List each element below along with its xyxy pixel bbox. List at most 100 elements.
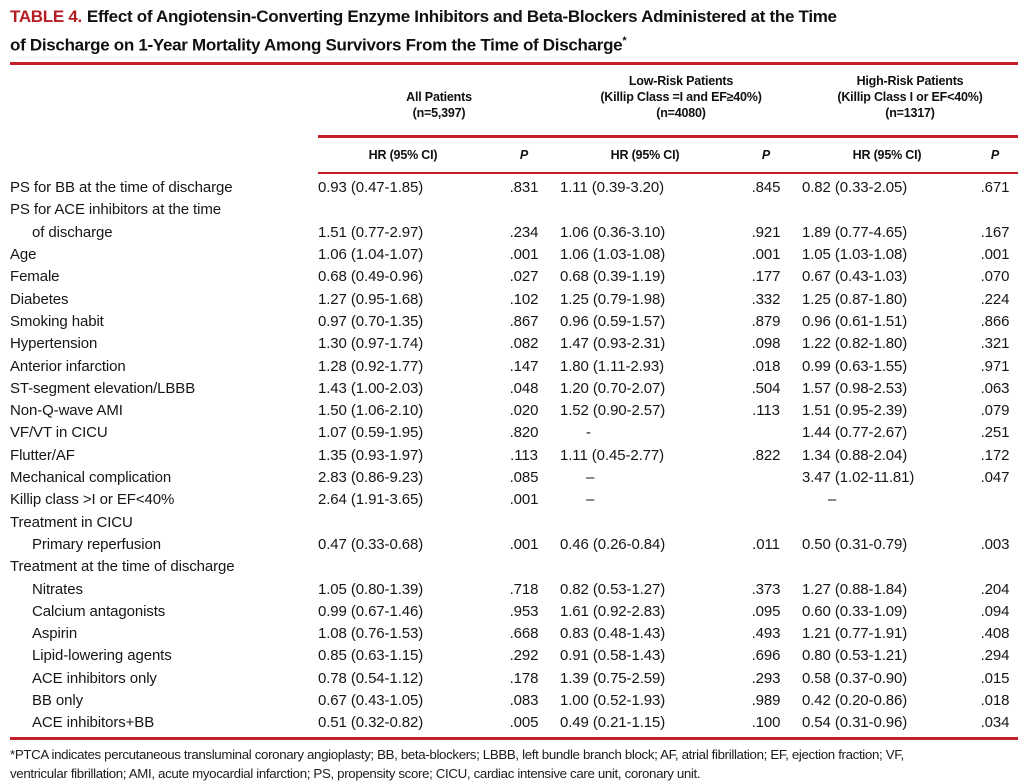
hr-ci-value: 1.11 (0.45-2.77) [560, 446, 665, 464]
group-header-all-patients: All Patients (n=5,397) [318, 73, 560, 121]
hr-ci-value: 1.05 (0.80-1.39) [318, 580, 424, 598]
title-line1: Effect of Angiotensin-Converting Enzyme … [86, 7, 837, 26]
hr-ci-value: 0.91 (0.58-1.43) [560, 647, 666, 665]
p-value: .879 [751, 312, 781, 330]
row-label: Hypertension [10, 335, 98, 353]
p-value: .251 [980, 424, 1010, 442]
row-label: ACE inhibitors+BB [32, 714, 155, 732]
hr-ci-column-header: HR (95% CI) [610, 147, 680, 162]
hr-ci-column-header: HR (95% CI) [852, 147, 922, 162]
hr-ci-value: 0.60 (0.33-1.09) [802, 602, 908, 620]
p-value: .332 [751, 290, 781, 308]
row-label: Female [10, 268, 60, 286]
table-row: PS for ACE inhibitors at the time [10, 199, 1018, 221]
hr-ci-value: 1.06 (1.04-1.07) [318, 246, 424, 264]
hr-ci-value: 0.68 (0.39-1.19) [560, 268, 666, 286]
p-value: .321 [980, 335, 1010, 353]
p-value: .020 [509, 402, 539, 420]
p-value: .504 [751, 379, 781, 397]
row-label: Diabetes [10, 290, 69, 308]
row-label: ACE inhibitors only [32, 669, 157, 687]
table-row: Calcium antagonists 0.99 (0.67-1.46) .953 1… [10, 601, 1018, 623]
hr-ci-value: 1.39 (0.75-2.59) [560, 669, 666, 687]
p-value: .018 [751, 357, 781, 375]
row-label: Killip class >I or EF<40% [10, 491, 175, 509]
p-value: .113 [752, 402, 780, 420]
p-value: .095 [751, 602, 781, 620]
p-value: .293 [751, 669, 781, 687]
hr-ci-value: 1.57 (0.98-2.53) [802, 379, 908, 397]
p-value: .147 [509, 357, 539, 375]
p-value: .867 [509, 312, 539, 330]
row-label: Mechanical complication [10, 469, 172, 487]
p-value: .070 [980, 268, 1010, 286]
hr-ci-value: – [586, 469, 595, 487]
p-value: .177 [751, 268, 781, 286]
footnote-line1: *PTCA indicates percutaneous translumina… [10, 746, 904, 762]
table-row: Anterior infarction 1.28 (0.92-1.77) .147 1… [10, 356, 1018, 378]
hr-ci-column-header: HR (95% CI) [368, 147, 438, 162]
table-row: ACE inhibitors only 0.78 (0.54-1.12) .178 1… [10, 668, 1018, 690]
hr-ci-value: 1.25 (0.79-1.98) [560, 290, 666, 308]
group-header-rule [318, 134, 1018, 138]
table-footnote: *PTCA indicates percutaneous translumina… [10, 740, 1018, 784]
p-value [488, 512, 560, 534]
hr-ci-value: 1.51 (0.77-2.97) [318, 223, 424, 241]
hr-ci-value: 1.11 (0.39-3.20) [560, 179, 665, 197]
p-value: .001 [509, 491, 539, 509]
footnote-line2: ventricular fibrillation; AMI, acute myo… [10, 766, 701, 782]
hr-ci-value: 0.58 (0.37-0.90) [802, 669, 908, 687]
p-value [488, 556, 560, 578]
column-group-header-row: All Patients (n=5,397) Low-Risk Patients… [10, 65, 1018, 135]
table-row: Nitrates 1.05 (0.80-1.39) .718 0.82 (0.53-1… [10, 579, 1018, 601]
hr-ci-value: 0.97 (0.70-1.35) [318, 312, 424, 330]
group-header-line: (n=4080) [656, 105, 706, 120]
group-header-line: High-Risk Patients [856, 73, 964, 88]
p-value: .167 [980, 223, 1010, 241]
table-row: Age 1.06 (1.04-1.07) .001 1.06 (1.03-1.08).… [10, 244, 1018, 266]
hr-ci-value: 0.96 (0.61-1.51) [802, 312, 908, 330]
hr-ci-value [802, 512, 972, 534]
p-value: .082 [509, 335, 539, 353]
table-row: BB only 0.67 (0.43-1.05) .083 1.00 (0.52-1.… [10, 690, 1018, 712]
row-label: Flutter/AF [10, 446, 75, 464]
row-label: of discharge [32, 223, 113, 241]
p-value: .831 [509, 179, 539, 197]
p-value: .178 [509, 669, 539, 687]
p-value [730, 422, 802, 444]
hr-ci-value: 1.61 (0.92-2.83) [560, 602, 666, 620]
hr-ci-value: 0.96 (0.59-1.57) [560, 312, 666, 330]
hr-ci-value: 3.47 (1.02-11.81) [802, 469, 915, 487]
hr-ci-value [802, 199, 972, 221]
hr-ci-value: 1.47 (0.93-2.31) [560, 335, 666, 353]
table-row: Flutter/AF 1.35 (0.93-1.97) .113 1.11 (0.45… [10, 445, 1018, 467]
hr-ci-value: 0.83 (0.48-1.43) [560, 625, 666, 643]
p-value: .696 [751, 647, 781, 665]
p-value: .113 [510, 446, 538, 464]
table-row: VF/VT in CICU 1.07 (0.59-1.95) .820 - 1.44 (… [10, 422, 1018, 444]
table-row: Treatment in CICU [10, 512, 1018, 534]
row-label: Treatment in CICU [10, 513, 133, 531]
p-value: .292 [509, 647, 539, 665]
p-value: .005 [509, 714, 539, 732]
table-row: Aspirin 1.08 (0.76-1.53) .668 0.83 (0.48-1.… [10, 623, 1018, 645]
table-row: Primary reperfusion 0.47 (0.33-0.68) .001 0… [10, 534, 1018, 556]
p-value: .671 [980, 179, 1010, 197]
table-row: ST-segment elevation/LBBB 1.43 (1.00-2.03… [10, 378, 1018, 400]
p-column-header: P [761, 147, 771, 162]
row-label: Non-Q-wave AMI [10, 402, 123, 420]
table-row: PS for BB at the time of discharge 0.93 (… [10, 177, 1018, 199]
hr-ci-value: 0.99 (0.63-1.55) [802, 357, 908, 375]
p-column-header: P [519, 147, 529, 162]
hr-ci-value [802, 556, 972, 578]
hr-ci-value: 1.07 (0.59-1.95) [318, 424, 424, 442]
p-value: .027 [509, 268, 539, 286]
table-row: Non-Q-wave AMI 1.50 (1.06-2.10) .020 1.52 (… [10, 400, 1018, 422]
p-value: .989 [751, 691, 781, 709]
row-label: VF/VT in CICU [10, 424, 108, 442]
row-label: PS for ACE inhibitors at the time [10, 201, 221, 219]
p-value: .971 [980, 357, 1010, 375]
hr-ci-value [318, 556, 488, 578]
row-label: Smoking habit [10, 312, 104, 330]
p-value: .204 [980, 580, 1010, 598]
